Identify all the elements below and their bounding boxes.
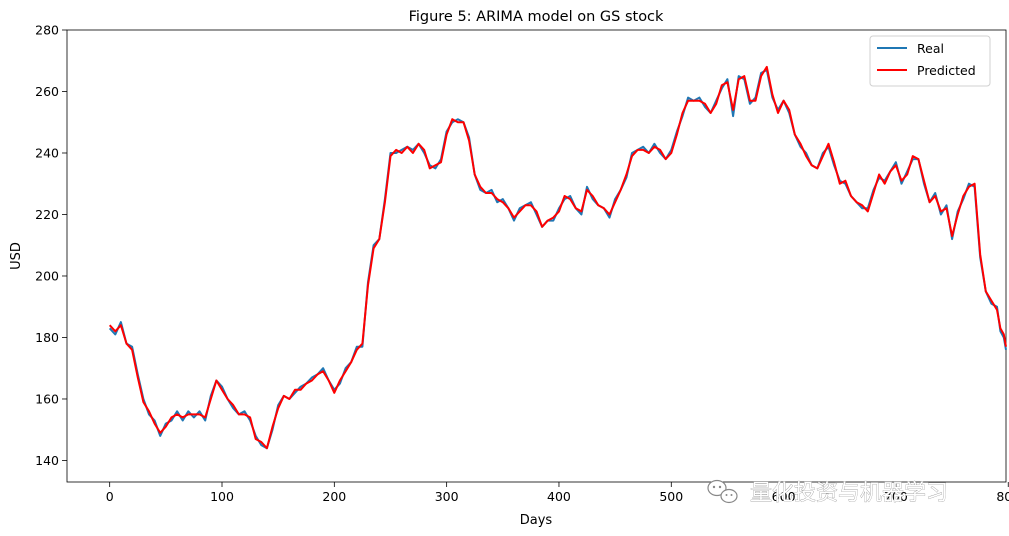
x-tick-label: 500: [659, 489, 683, 504]
watermark: 量化投资与机器学习: [707, 479, 948, 506]
series-line-predicted: [108, 65, 1007, 450]
x-tick-label: 300: [435, 489, 459, 504]
watermark-text: 量化投资与机器学习: [750, 481, 948, 506]
axes-frame: [66, 29, 1007, 483]
y-tick-label: 220: [35, 207, 59, 222]
y-tick-label: 280: [35, 23, 59, 38]
x-tick-label: 0: [106, 489, 114, 504]
x-tick-label: 200: [322, 489, 346, 504]
legend-label-predicted: Predicted: [917, 63, 976, 78]
y-axis-label: USD: [9, 242, 24, 270]
legend-label-real: Real: [917, 41, 944, 56]
plot-area: [66, 29, 1007, 483]
x-axis: 0 100 200 300 400 500 600 700 800: [106, 482, 1009, 504]
x-tick-label: 700: [884, 489, 908, 504]
y-tick-label: 160: [35, 391, 59, 406]
x-tick-label: 800: [996, 489, 1009, 504]
x-axis-label: Days: [520, 513, 553, 528]
legend: Real Predicted: [869, 35, 991, 87]
y-tick-label: 180: [35, 330, 59, 345]
x-tick-label: 100: [210, 489, 234, 504]
x-tick-label: 400: [547, 489, 571, 504]
y-tick-label: 240: [35, 145, 59, 160]
y-tick-label: 200: [35, 268, 59, 283]
series-layer: [108, 65, 1007, 450]
y-tick-label: 260: [35, 84, 59, 99]
x-tick-label: 600: [772, 489, 796, 504]
wechat-icon: [707, 479, 738, 504]
chart-title: Figure 5: ARIMA model on GS stock: [409, 9, 664, 25]
y-tick-label: 140: [35, 453, 59, 468]
y-axis: 140 160 180 200 220 240 260 280: [35, 23, 67, 468]
